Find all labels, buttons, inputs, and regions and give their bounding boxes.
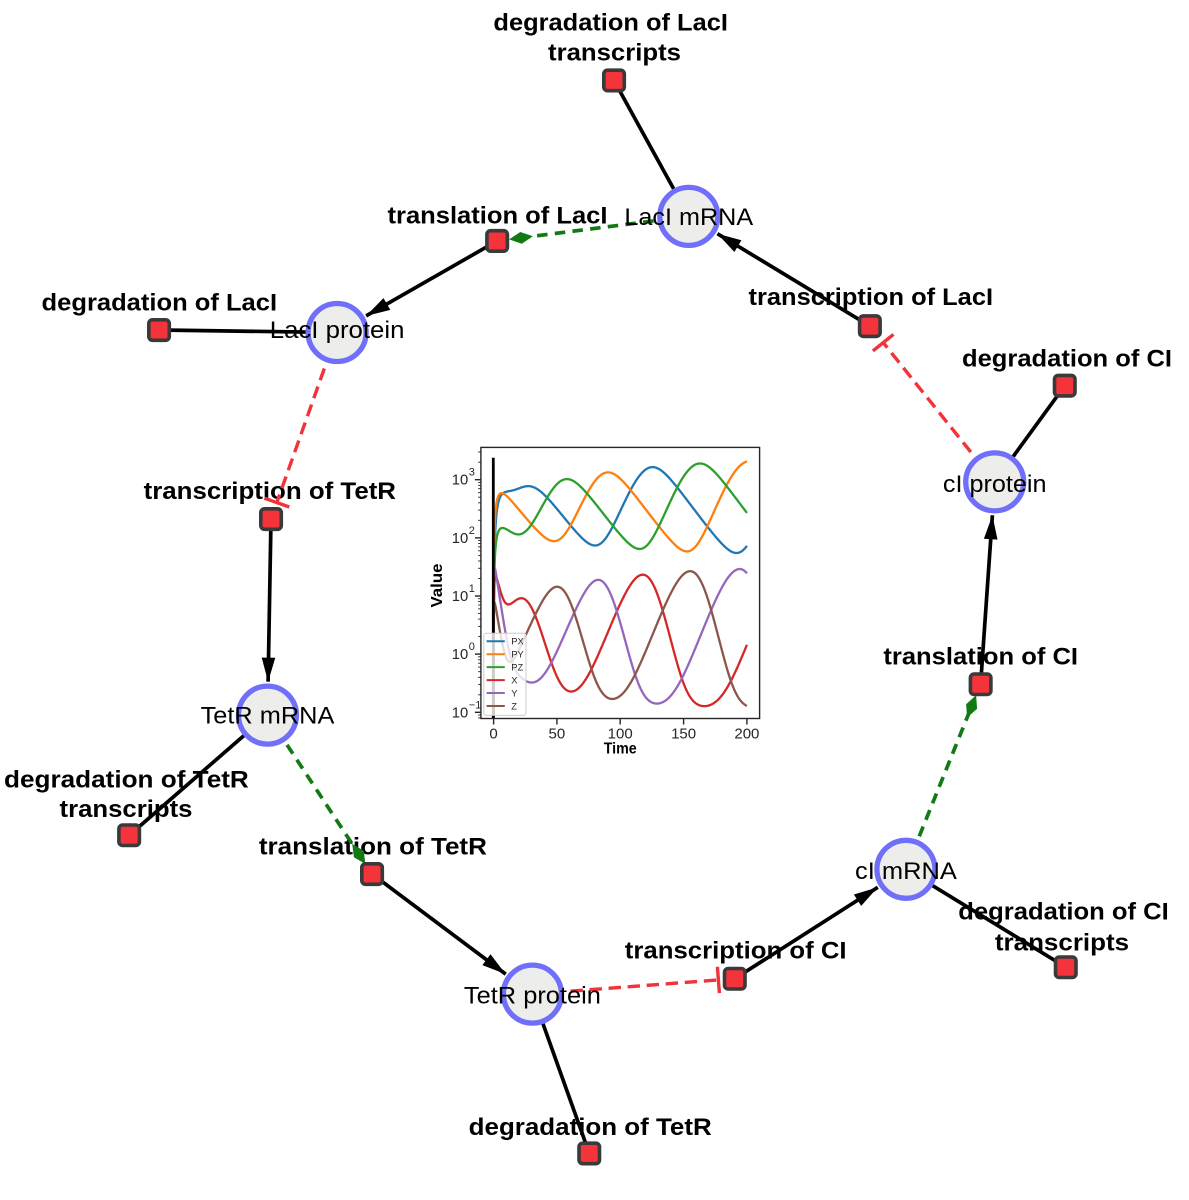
- svg-text:transcripts: transcripts: [548, 40, 681, 67]
- svg-text:translation of LacI: translation of LacI: [388, 203, 608, 230]
- svg-text:degradation of LacI: degradation of LacI: [493, 10, 728, 37]
- svg-text:X: X: [511, 675, 517, 685]
- svg-text:0: 0: [469, 641, 475, 653]
- svg-text:200: 200: [734, 726, 759, 743]
- svg-text:Y: Y: [511, 688, 517, 698]
- svg-text:cI mRNA: cI mRNA: [855, 858, 957, 885]
- svg-text:1: 1: [469, 583, 475, 595]
- svg-text:10: 10: [452, 647, 468, 663]
- svg-text:10: 10: [452, 531, 468, 547]
- svg-text:Time: Time: [604, 741, 637, 758]
- svg-text:degradation of TetR: degradation of TetR: [469, 1114, 712, 1141]
- svg-text:LacI protein: LacI protein: [270, 317, 405, 344]
- svg-text:10: 10: [452, 705, 468, 721]
- svg-text:cI protein: cI protein: [943, 471, 1047, 498]
- svg-text:10: 10: [452, 589, 468, 605]
- svg-text:10: 10: [452, 473, 468, 489]
- svg-text:Z: Z: [511, 701, 517, 711]
- svg-text:3: 3: [469, 467, 475, 479]
- svg-text:2: 2: [469, 525, 475, 537]
- svg-text:translation of TetR: translation of TetR: [259, 834, 487, 861]
- svg-text:TetR mRNA: TetR mRNA: [201, 703, 335, 730]
- svg-text:PX: PX: [511, 637, 523, 647]
- svg-text:degradation of CI: degradation of CI: [962, 346, 1172, 373]
- svg-text:transcription of CI: transcription of CI: [625, 937, 847, 964]
- svg-text:150: 150: [671, 726, 696, 743]
- svg-text:LacI mRNA: LacI mRNA: [624, 204, 753, 231]
- svg-text:transcripts: transcripts: [995, 929, 1129, 956]
- svg-text:0: 0: [489, 726, 497, 743]
- svg-text:Value: Value: [429, 563, 446, 607]
- svg-text:PY: PY: [511, 650, 523, 660]
- svg-text:transcription of LacI: transcription of LacI: [749, 284, 994, 311]
- svg-text:50: 50: [549, 726, 566, 743]
- svg-text:TetR protein: TetR protein: [464, 983, 601, 1010]
- svg-text:100: 100: [608, 726, 633, 743]
- svg-text:−1: −1: [469, 699, 482, 711]
- svg-text:degradation of LacI: degradation of LacI: [42, 290, 277, 317]
- svg-text:degradation of TetR: degradation of TetR: [4, 767, 249, 794]
- svg-text:PZ: PZ: [511, 662, 523, 672]
